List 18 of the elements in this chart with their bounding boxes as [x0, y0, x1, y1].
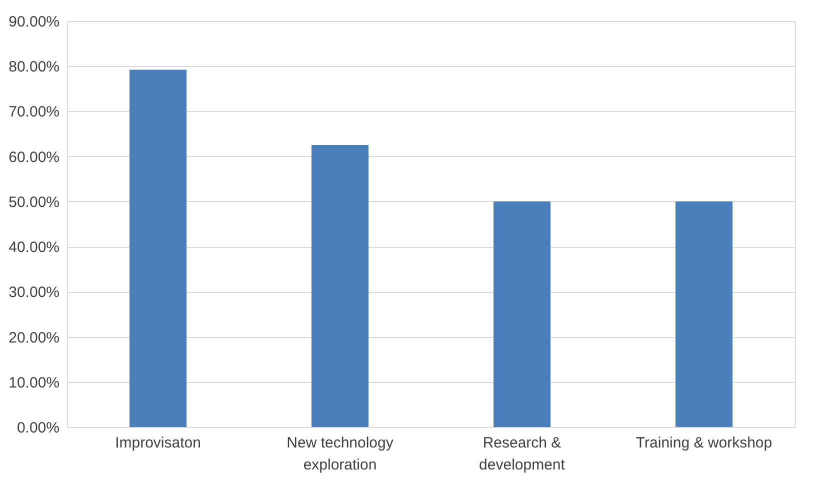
y-tick-label: 40.00% [8, 239, 60, 256]
y-tick-label: 10.00% [8, 374, 60, 392]
bar [130, 70, 186, 427]
y-tick-label: 0.00% [16, 420, 60, 436]
bar [676, 201, 732, 427]
x-tick-label: Improvisaton [115, 434, 201, 452]
bar [494, 201, 550, 427]
bar [312, 145, 368, 427]
y-tick-label: 20.00% [8, 329, 60, 346]
y-tick-label: 30.00% [8, 284, 60, 302]
y-tick-label: 60.00% [8, 148, 60, 166]
y-tick-label: 90.00% [8, 14, 60, 30]
x-tick-label: New technology exploration [286, 434, 394, 474]
x-tick-label: Research & development [479, 434, 566, 474]
x-tick-label: Training & workshop [636, 434, 772, 452]
y-tick-label: 80.00% [8, 58, 60, 76]
y-tick-label: 70.00% [8, 104, 60, 121]
y-tick-label: 50.00% [8, 194, 60, 211]
